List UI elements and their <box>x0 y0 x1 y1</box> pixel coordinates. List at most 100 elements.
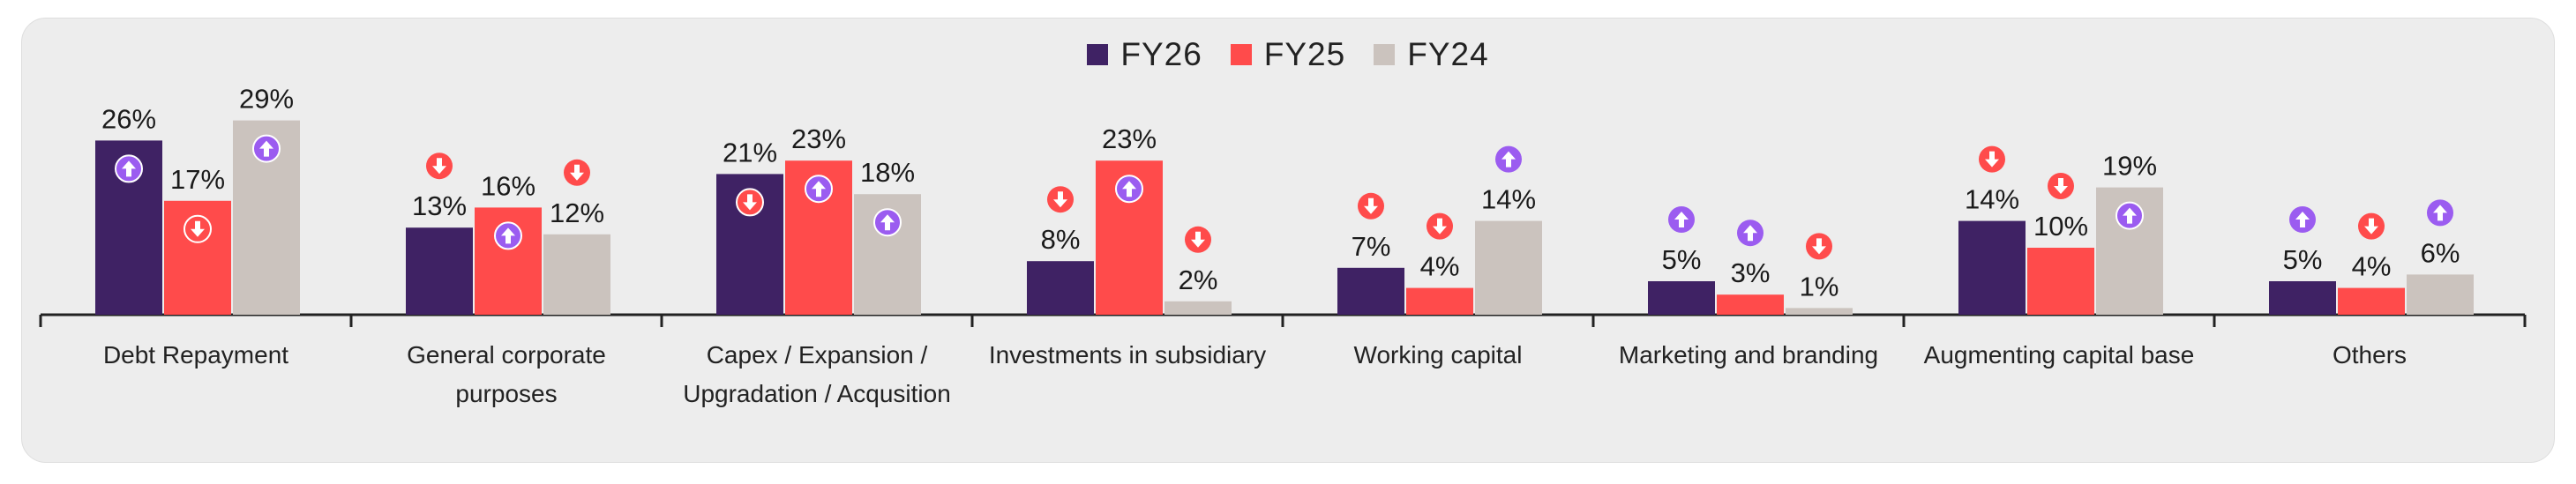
data-label: 19% <box>2102 151 2157 182</box>
trend-icon-arrow <box>432 158 446 175</box>
category-label: purposes <box>455 380 557 407</box>
data-label: 14% <box>1965 184 2019 215</box>
trend-icon-arrow <box>191 220 205 237</box>
data-label: 18% <box>860 157 915 188</box>
bar-fy24[interactable] <box>543 234 610 315</box>
data-label: 5% <box>2283 244 2323 275</box>
arrow-up-icon <box>252 134 281 163</box>
arrow-up-icon <box>805 175 833 204</box>
arrow-down-icon <box>2358 212 2385 240</box>
category-label: General corporate <box>407 341 606 369</box>
bar-fy26[interactable] <box>1648 281 1715 315</box>
arrow-up-icon <box>2289 206 2316 233</box>
arrow-down-icon <box>1047 186 1074 213</box>
data-label: 1% <box>1800 271 1839 302</box>
arrow-down-icon <box>2048 173 2074 199</box>
trend-icon-arrow <box>501 227 515 244</box>
arrow-down-icon <box>1979 145 2005 173</box>
data-label: 23% <box>791 123 846 154</box>
data-label: 6% <box>2421 237 2460 268</box>
trend-icon-arrow <box>259 140 273 157</box>
trend-icon-arrow <box>2054 178 2068 194</box>
arrow-down-icon <box>1806 233 1832 260</box>
arrow-down-icon <box>564 159 590 186</box>
trend-icon-arrow <box>1191 231 1205 248</box>
arrow-up-icon <box>873 208 902 237</box>
trend-icon-arrow <box>2123 207 2137 224</box>
bar-fy26[interactable] <box>1337 267 1404 315</box>
data-label: 8% <box>1041 224 1081 255</box>
arrow-down-icon <box>736 188 764 217</box>
trend-icon-arrow <box>1364 197 1378 214</box>
trend-icon-arrow <box>1985 151 1999 168</box>
data-label: 14% <box>1481 184 1536 215</box>
trend-icon-arrow <box>2433 205 2447 221</box>
trend-icon-arrow <box>880 214 895 231</box>
category-label: Working capital <box>1354 341 1523 369</box>
data-label: 3% <box>1731 257 1771 288</box>
data-label: 5% <box>1662 244 1702 275</box>
trend-icon-arrow <box>570 164 584 181</box>
data-label: 13% <box>412 190 467 221</box>
trend-icon-arrow <box>1501 151 1516 168</box>
arrow-up-icon <box>1115 175 1143 204</box>
arrow-down-icon <box>1185 226 1211 253</box>
chart-legend: FY26 FY25 FY24 <box>0 28 2576 81</box>
data-label: 4% <box>2352 251 2392 282</box>
bar-fy25[interactable] <box>2027 248 2094 315</box>
trend-icon-arrow <box>1674 212 1689 227</box>
legend-label-fy26: FY26 <box>1120 36 1202 72</box>
data-label: 12% <box>550 197 604 228</box>
arrow-down-icon <box>1358 192 1384 220</box>
bar-fy24[interactable] <box>1475 220 1542 315</box>
legend-item-fy24[interactable]: FY24 <box>1374 36 1488 73</box>
trend-icon-arrow <box>1812 238 1826 255</box>
data-label: 10% <box>2033 211 2088 242</box>
category-label: Upgradation / Acqusition <box>683 380 951 407</box>
arrow-down-icon <box>426 153 453 180</box>
bar-fy24[interactable] <box>2407 274 2474 315</box>
bar-fy26[interactable] <box>406 227 473 315</box>
arrow-up-icon <box>494 221 522 250</box>
bar-fy25[interactable] <box>1406 287 1473 315</box>
legend-item-fy25[interactable]: FY25 <box>1230 36 1346 73</box>
arrow-up-icon <box>2115 201 2144 230</box>
data-label: 26% <box>101 103 156 134</box>
bar-fy25[interactable] <box>2338 287 2405 315</box>
legend-item-fy26[interactable]: FY26 <box>1087 36 1202 73</box>
bar-fy26[interactable] <box>2269 281 2336 315</box>
legend-label-fy24: FY24 <box>1407 36 1489 72</box>
bar-fy25[interactable] <box>1717 294 1784 315</box>
arrow-up-icon <box>115 154 143 183</box>
trend-icon-arrow <box>1433 218 1447 235</box>
trend-icon-arrow <box>1122 181 1136 197</box>
legend-swatch-fy25 <box>1230 44 1252 65</box>
trend-icon-arrow <box>122 160 136 177</box>
category-label: Debt Repayment <box>103 341 288 369</box>
data-label: 2% <box>1179 264 1218 295</box>
category-label: Marketing and branding <box>1619 341 1878 369</box>
category-label: Augmenting capital base <box>1924 341 2195 369</box>
arrow-down-icon <box>183 214 212 243</box>
legend-swatch-fy24 <box>1374 44 1396 65</box>
trend-icon-arrow <box>2364 218 2378 235</box>
arrow-down-icon <box>1427 212 1453 240</box>
data-label: 29% <box>239 84 294 115</box>
arrow-up-icon <box>2427 199 2453 227</box>
category-label: Others <box>2333 341 2407 369</box>
arrow-up-icon <box>1737 220 1764 247</box>
trend-icon-arrow <box>2295 212 2310 227</box>
trend-icon-arrow <box>1053 191 1067 208</box>
bar-fy24[interactable] <box>1164 301 1232 315</box>
bar-fy24[interactable] <box>1786 308 1853 315</box>
data-label: 16% <box>481 170 535 201</box>
legend-swatch-fy26 <box>1087 44 1109 65</box>
legend-label-fy25: FY25 <box>1263 36 1346 72</box>
bar-fy26[interactable] <box>1027 261 1094 315</box>
trend-icon-arrow <box>1743 225 1757 242</box>
data-label: 7% <box>1352 231 1391 262</box>
data-label: 17% <box>170 164 225 195</box>
category-label: Capex / Expansion / <box>707 341 928 369</box>
bar-fy26[interactable] <box>1958 220 2026 315</box>
arrow-up-icon <box>1495 145 1522 173</box>
